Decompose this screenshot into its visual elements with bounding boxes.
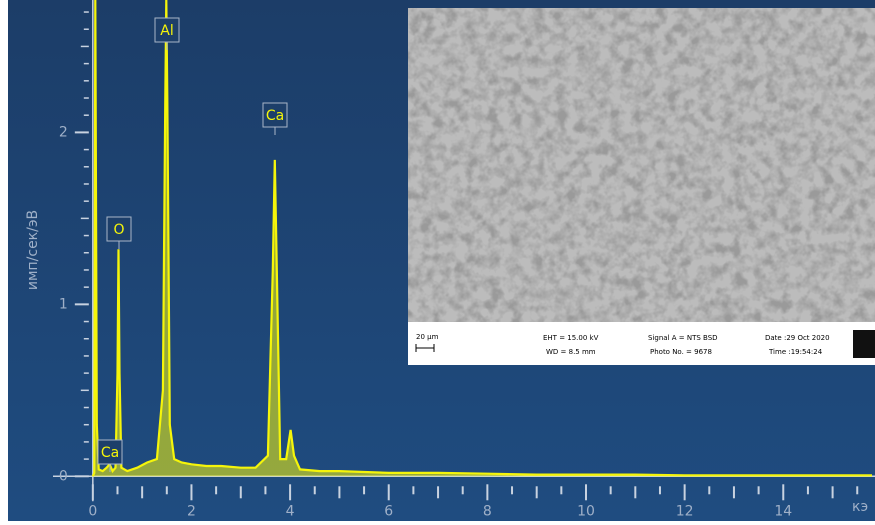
x-tick-label: 14 [774, 503, 792, 519]
photo-no: Photo No. = 9678 [650, 348, 712, 356]
x-tick-label: 12 [676, 503, 694, 519]
peak-label: O [113, 222, 124, 238]
eht: EHT = 15.00 kV [543, 334, 599, 342]
y-tick-label: 2 [59, 124, 68, 140]
peak-label: Al [160, 23, 173, 39]
x-tick-label: 10 [577, 503, 595, 519]
peak-label: Ca [101, 445, 119, 461]
page: {"chart_data": { "type": "line", "y_labe… [0, 0, 875, 521]
sem-texture [408, 8, 875, 322]
chart: имп/сек/эВ кэ 02468101214012CaOAlCa 20 µ… [0, 0, 875, 521]
x-axis-label: кэ [852, 499, 868, 515]
scale-label: 20 µm [416, 333, 439, 341]
x-tick-label: 0 [88, 503, 97, 519]
y-tick-label: 1 [59, 296, 68, 312]
time: Time :19:54:24 [768, 348, 823, 356]
y-tick-label: 0 [59, 468, 68, 484]
y-axis-label: имп/сек/эВ [25, 210, 41, 290]
peak-label: Ca [266, 108, 284, 124]
wd: WD = 8.5 mm [546, 348, 596, 356]
info-bar [408, 322, 875, 365]
x-tick-label: 6 [384, 503, 393, 519]
sem-image: 20 µm EHT = 15.00 kV WD = 8.5 mm Signal … [408, 8, 875, 365]
x-tick-label: 8 [483, 503, 492, 519]
x-tick-label: 2 [187, 503, 196, 519]
logo [853, 330, 875, 358]
x-tick-label: 4 [286, 503, 295, 519]
signal: Signal A = NTS BSD [648, 334, 718, 342]
date: Date :29 Oct 2020 [765, 334, 830, 342]
